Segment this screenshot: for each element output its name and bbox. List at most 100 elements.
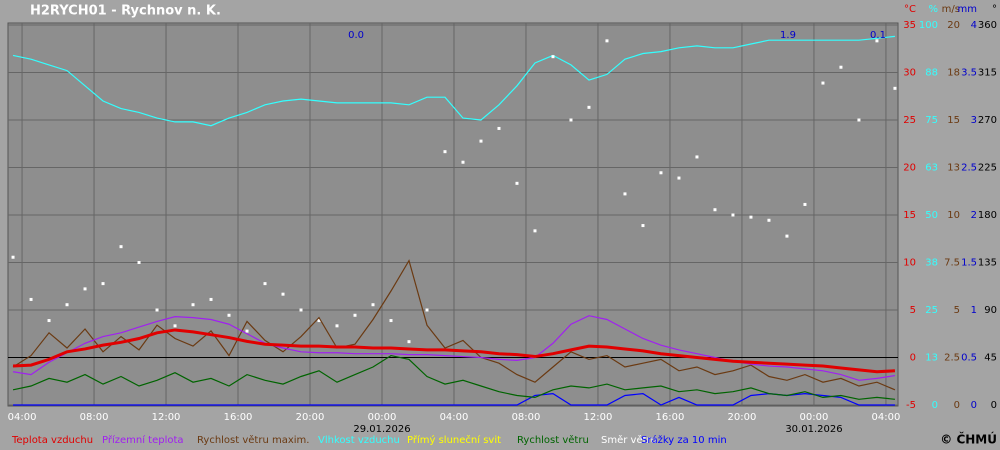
direction-dot [659,171,663,175]
direction-dot [263,282,267,286]
right-tick-label: 15 [947,115,960,126]
axis-unit: °C [904,4,916,15]
direction-dot [767,218,771,222]
direction-dot [335,324,339,328]
right-tick-label: 18 [947,68,960,79]
direction-dot [785,234,789,238]
direction-dot [605,39,609,43]
right-tick-label: 50 [925,210,938,221]
direction-dot [875,39,879,43]
direction-dot [137,261,141,264]
direction-dot [749,215,753,219]
legend-entry: Rychlost větru maxim. [197,434,309,446]
direction-dot [191,303,195,307]
direction-dot [623,192,627,196]
right-tick-label: 38 [925,258,938,269]
direction-dot [47,319,51,323]
y-tick-label: -5 [906,400,916,411]
x-tick-label: 20:00 [728,412,757,423]
direction-dot [803,202,807,206]
direction-dot [641,224,645,228]
direction-dot [101,282,105,286]
y-tick-label: 35 [903,20,916,31]
legend-entry: Směr větru [601,434,657,446]
right-tick-label: 3.5 [961,68,977,79]
x-tick-label: 08:00 [80,412,109,423]
direction-dot [857,118,861,122]
date-label: 29.01.2026 [353,424,410,435]
axis-unit: m/s [942,4,960,15]
axis-unit: mm [958,4,977,15]
precip-sum: 1.9 [780,30,796,41]
legend-entry: Přízemní teplota [102,434,184,446]
right-tick-label: 25 [925,305,938,316]
y-tick-label: 5 [910,305,916,316]
direction-dot [587,105,591,109]
direction-dot [533,229,537,233]
legend-entry: Přímý sluneční svit [407,434,501,446]
direction-dot [371,303,375,307]
legend-entry: Srážky za 10 min [641,434,727,446]
copyright: © ČHMÚ [940,432,997,447]
direction-dot [155,308,159,312]
direction-dot [839,65,843,69]
axis-unit: % [928,4,938,15]
direction-dot [227,313,231,317]
precip-sum: 0.0 [348,30,364,41]
direction-dot [209,297,213,301]
right-tick-label: 135 [978,258,997,269]
direction-dot [11,255,15,259]
direction-dot [119,245,123,249]
right-tick-label: 0.5 [961,353,977,364]
right-tick-label: 10 [947,210,960,221]
direction-dot [317,319,321,323]
x-tick-label: 08:00 [512,412,541,423]
direction-dot [65,303,69,307]
y-tick-label: 25 [903,115,916,126]
right-tick-label: 225 [978,163,997,174]
right-tick-label: 1 [971,305,977,316]
right-tick-label: 1.5 [961,258,977,269]
right-tick-label: 63 [925,163,938,174]
right-tick-label: 20 [947,20,960,31]
right-tick-label: 0 [932,400,938,411]
series-line [12,315,896,381]
direction-dot [479,139,483,143]
direction-dot [29,297,33,301]
x-tick-label: 00:00 [368,412,397,423]
y-tick-label: 15 [903,210,916,221]
legend-entry: Teplota vzduchu [11,435,93,446]
right-tick-label: 360 [978,20,997,31]
x-tick-label: 00:00 [800,412,829,423]
direction-dot [443,150,447,154]
direction-dot [551,55,555,59]
x-tick-label: 16:00 [656,412,685,423]
right-tick-label: 0 [954,400,960,411]
right-tick-label: 100 [919,20,938,31]
series-line [12,35,896,127]
right-tick-label: 4 [971,20,977,31]
right-tick-label: 45 [984,353,997,364]
direction-dot [569,118,573,122]
x-tick-label: 12:00 [584,412,613,423]
direction-dot [713,208,717,212]
right-tick-label: 270 [978,115,997,126]
direction-dot [497,126,501,130]
right-tick-label: 180 [978,210,997,221]
direction-dot [461,160,465,164]
right-tick-label: 315 [978,68,997,79]
legend-entry: Rychlost větru [517,434,589,446]
series-line [12,259,896,391]
date-label: 30.01.2026 [785,424,842,435]
legend-entry: Vlhkost vzduchu [318,435,400,446]
direction-dot [299,308,303,312]
precip-sum: 0.1 [870,30,886,41]
right-tick-label: 0 [991,400,997,411]
direction-dot [515,181,519,185]
right-tick-label: 2.5 [944,353,960,364]
right-tick-label: 7.5 [944,258,960,269]
x-tick-label: 04:00 [872,412,901,423]
direction-dot [695,155,699,159]
direction-dot [281,292,285,296]
